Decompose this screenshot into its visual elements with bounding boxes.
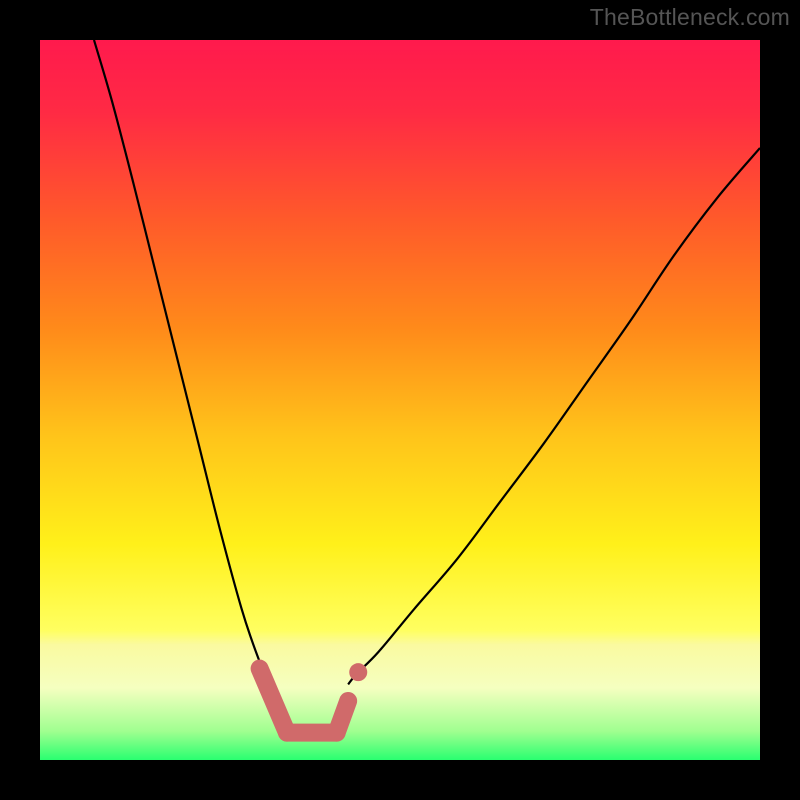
plot-background-gradient xyxy=(40,40,760,760)
bottleneck-marker-dot xyxy=(349,663,367,681)
chart-container: TheBottleneck.com xyxy=(0,0,800,800)
bottleneck-chart xyxy=(0,0,800,800)
bottleneck-marker-segment xyxy=(337,701,349,733)
watermark-text: TheBottleneck.com xyxy=(590,4,790,31)
